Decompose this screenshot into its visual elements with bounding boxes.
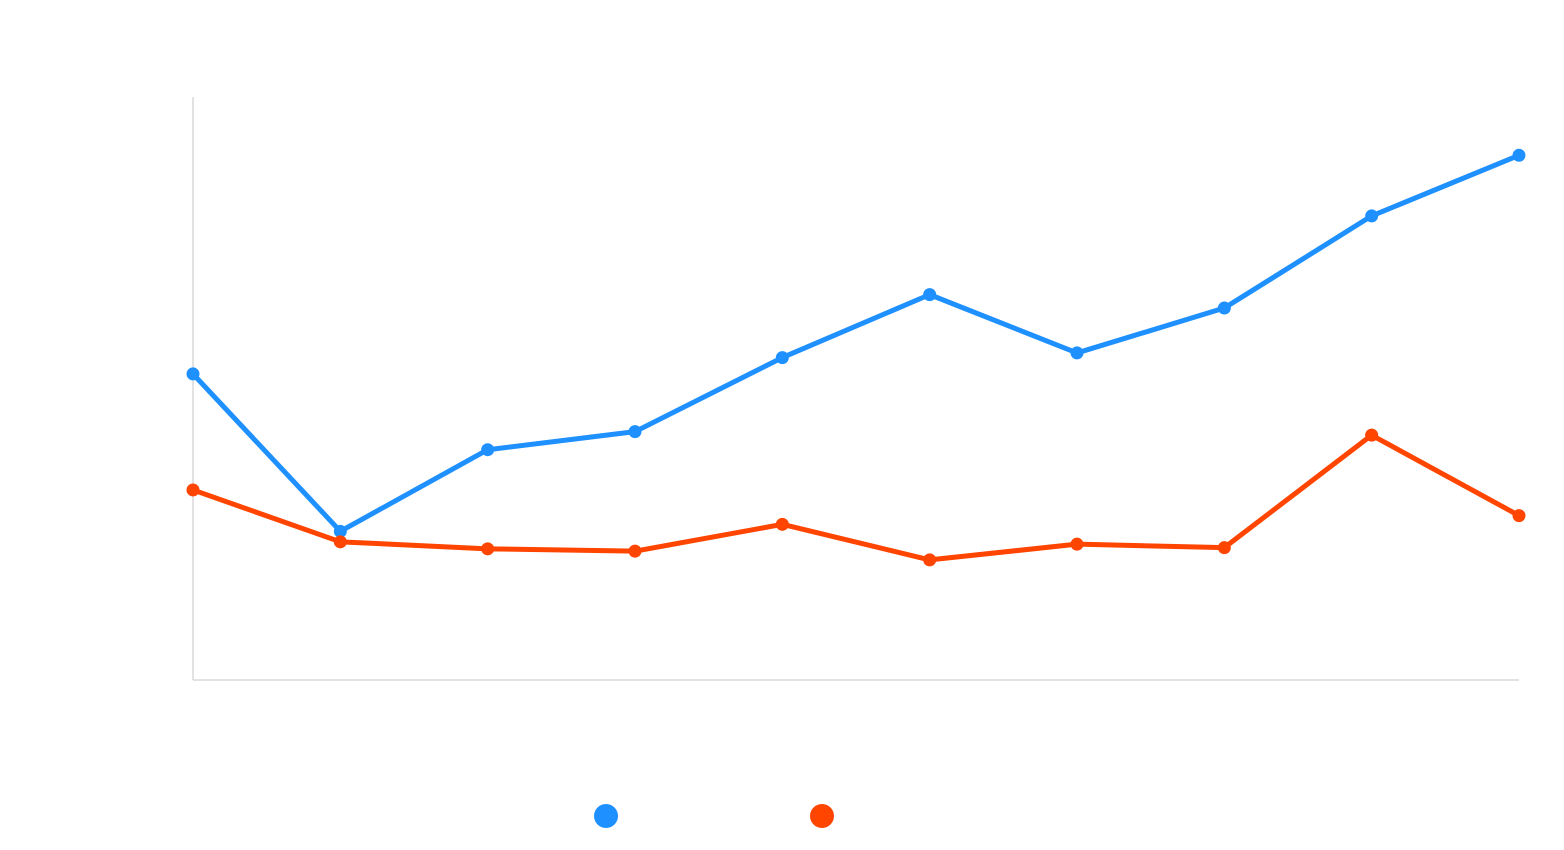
series-1-point-3[interactable]: [481, 443, 494, 456]
series-2-point-4[interactable]: [629, 545, 642, 558]
series-2-point-2[interactable]: [334, 535, 347, 548]
series-2-point-9[interactable]: [1365, 429, 1378, 442]
series-1-point-8[interactable]: [1218, 302, 1231, 315]
series-1-point-7[interactable]: [1071, 346, 1084, 359]
series-2-point-6[interactable]: [923, 553, 936, 566]
series-1-point-4[interactable]: [629, 425, 642, 438]
legend[interactable]: [594, 804, 834, 828]
series-1-point-5[interactable]: [776, 351, 789, 364]
legend-marker-series-1[interactable]: [594, 804, 618, 828]
series-2-point-1[interactable]: [187, 483, 200, 496]
series-2-point-7[interactable]: [1071, 538, 1084, 551]
series-1-point-9[interactable]: [1365, 209, 1378, 222]
series-1-point-6[interactable]: [923, 288, 936, 301]
series-1-point-10[interactable]: [1513, 149, 1526, 162]
series-2-point-3[interactable]: [481, 542, 494, 555]
plot-area: [187, 149, 1526, 567]
series-1-point-1[interactable]: [187, 367, 200, 380]
chart-axes: [193, 97, 1519, 680]
series-2-point-5[interactable]: [776, 518, 789, 531]
legend-marker-series-2[interactable]: [810, 804, 834, 828]
series-2-point-10[interactable]: [1513, 509, 1526, 522]
series-2-point-8[interactable]: [1218, 541, 1231, 554]
series-2-line: [193, 435, 1519, 560]
